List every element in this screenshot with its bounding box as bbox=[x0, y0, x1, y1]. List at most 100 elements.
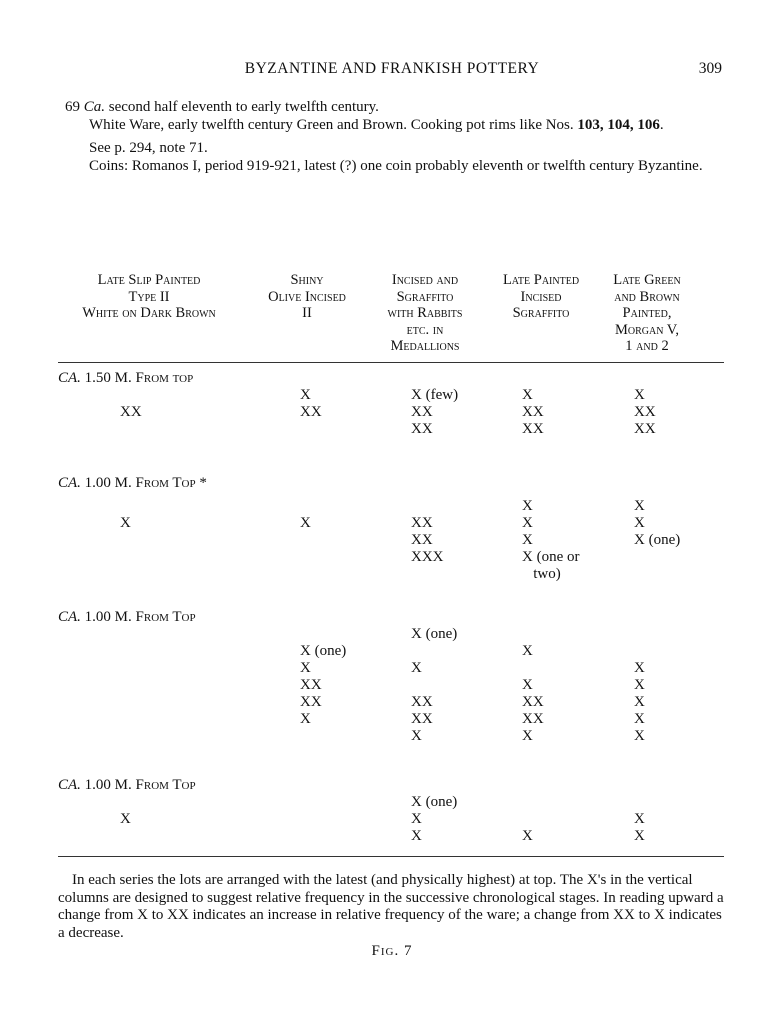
entry-date-text: second half eleventh to early twelfth ce… bbox=[105, 99, 379, 115]
frequency-cell: X bbox=[300, 711, 311, 727]
wares-end: . bbox=[659, 116, 664, 133]
column-header: Late Green and Brown Painted, Morgan V, … bbox=[613, 272, 681, 354]
frequency-cell: X bbox=[522, 498, 533, 514]
frequency-cell: X bbox=[522, 828, 533, 844]
table-row: XXX X (one or bbox=[58, 549, 728, 566]
frequency-cell: X bbox=[522, 515, 533, 531]
section-label: CA. 1.00 M. From Top bbox=[58, 609, 728, 626]
frequency-cell: X bbox=[120, 515, 131, 531]
column-header: Incised and Sgraffito with Rabbits etc. … bbox=[387, 272, 463, 354]
frequency-cell: two) bbox=[522, 566, 561, 582]
frequency-cell: X bbox=[300, 660, 311, 676]
entry-date-italic: Ca. bbox=[83, 99, 106, 115]
running-head: BYZANTINE AND FRANKISH POTTERY bbox=[244, 60, 540, 77]
frequency-cell: X bbox=[411, 728, 422, 744]
frequency-cell: X (one) bbox=[634, 532, 681, 548]
table-row: XX XX XX XX XX bbox=[58, 404, 728, 421]
section-label-depth: 1.00 M. From Top bbox=[80, 609, 196, 625]
entry-date: 69 Ca. second half eleventh to early twe… bbox=[65, 99, 725, 117]
lot-entry: 69 Ca. second half eleventh to early twe… bbox=[65, 99, 725, 175]
frequency-cell: X bbox=[411, 660, 422, 676]
frequency-cell: X (one) bbox=[411, 626, 458, 642]
section-label-ca: CA. bbox=[58, 609, 81, 625]
entry-wares: White Ware, early twelfth century Green … bbox=[65, 117, 725, 135]
frequency-cell: XX bbox=[411, 532, 433, 548]
entry-number: 69 bbox=[65, 99, 80, 115]
section-label-depth: 1.00 M. From Top * bbox=[80, 475, 207, 491]
frequency-cell: XX bbox=[411, 421, 433, 437]
frequency-cell: XX bbox=[300, 677, 322, 693]
frequency-cell: X bbox=[634, 387, 645, 403]
frequency-cell: X bbox=[634, 711, 645, 727]
figure-label: Fig. 7 bbox=[371, 943, 413, 959]
frequency-cell: XX bbox=[411, 515, 433, 531]
entry-coins: Coins: Romanos I, period 919-921, latest… bbox=[89, 157, 703, 174]
header-rule bbox=[58, 362, 724, 363]
column-header: Late Painted Incised Sgraffito bbox=[502, 272, 580, 321]
table-row: X (one) bbox=[58, 794, 728, 811]
frequency-cell: X bbox=[522, 728, 533, 744]
frequency-cell: XX bbox=[522, 694, 544, 710]
frequency-cell: XX bbox=[411, 404, 433, 420]
frequency-cell: XXX bbox=[411, 549, 444, 565]
depth-section: CA. 1.00 M. From Top * X X X X XX X X XX X X (one)… bbox=[58, 475, 728, 583]
frequency-cell: XX bbox=[411, 694, 433, 710]
frequency-cell: X bbox=[634, 811, 645, 827]
frequency-cell: XX bbox=[522, 711, 544, 727]
frequency-cell: X bbox=[120, 811, 131, 827]
table-row: X (one) X bbox=[58, 643, 728, 660]
bottom-rule bbox=[58, 856, 724, 857]
table-row: X X (few) X X bbox=[58, 387, 728, 404]
entry-see: See p. 294, note 71. bbox=[89, 140, 208, 156]
frequency-cell: X bbox=[411, 811, 422, 827]
section-label-depth: 1.00 M. From Top bbox=[80, 777, 196, 793]
table-row: XX X X (one) bbox=[58, 532, 728, 549]
wares-text: White Ware, early twelfth century Green … bbox=[89, 116, 578, 133]
frequency-cell: X (one) bbox=[411, 794, 458, 810]
depth-section: CA. 1.00 M. From Top X (one) X X X X X X bbox=[58, 777, 728, 845]
column-header: Late Slip Painted Type II White on Dark … bbox=[82, 272, 216, 321]
depth-section: CA. 1.50 M. From top X X (few) X X XX XX XX XX XX… bbox=[58, 370, 728, 438]
frequency-cell: X bbox=[634, 660, 645, 676]
section-label: CA. 1.50 M. From top bbox=[58, 370, 728, 387]
table-row: X (one) bbox=[58, 626, 728, 643]
section-label-ca: CA. bbox=[58, 370, 81, 386]
section-label: CA. 1.00 M. From Top * bbox=[58, 475, 728, 492]
frequency-cell: X bbox=[522, 532, 533, 548]
table-row: XX X X bbox=[58, 677, 728, 694]
column-header: Shiny Olive Incised II bbox=[268, 272, 346, 321]
frequency-cell: XX bbox=[634, 404, 656, 420]
frequency-cell: X (one) bbox=[300, 643, 347, 659]
table-row: two) bbox=[58, 566, 728, 583]
frequency-cell: X bbox=[522, 677, 533, 693]
frequency-cell: XX bbox=[411, 711, 433, 727]
frequency-cell: X bbox=[634, 515, 645, 531]
frequency-cell: X bbox=[634, 728, 645, 744]
frequency-cell: X bbox=[522, 643, 533, 659]
frequency-cell: XX bbox=[300, 404, 322, 420]
frequency-cell: X bbox=[634, 677, 645, 693]
section-label-ca: CA. bbox=[58, 475, 81, 491]
frequency-cell: XX bbox=[120, 404, 142, 420]
frequency-cell: X bbox=[300, 515, 311, 531]
frequency-cell: XX bbox=[300, 694, 322, 710]
footnote: In each series the lots are arranged wit… bbox=[58, 872, 724, 941]
frequency-cell: XX bbox=[522, 404, 544, 420]
frequency-cell: X (few) bbox=[411, 387, 459, 403]
frequency-cell: X (one or bbox=[522, 549, 580, 565]
frequency-cell: X bbox=[634, 694, 645, 710]
section-label-depth: 1.50 M. From top bbox=[80, 370, 194, 386]
frequency-cell: X bbox=[522, 387, 533, 403]
depth-section: CA. 1.00 M. From Top X (one) X (one) X X X X XX… bbox=[58, 609, 728, 745]
frequency-cell: X bbox=[300, 387, 311, 403]
wares-numbers: 103, 104, 106 bbox=[577, 116, 660, 133]
